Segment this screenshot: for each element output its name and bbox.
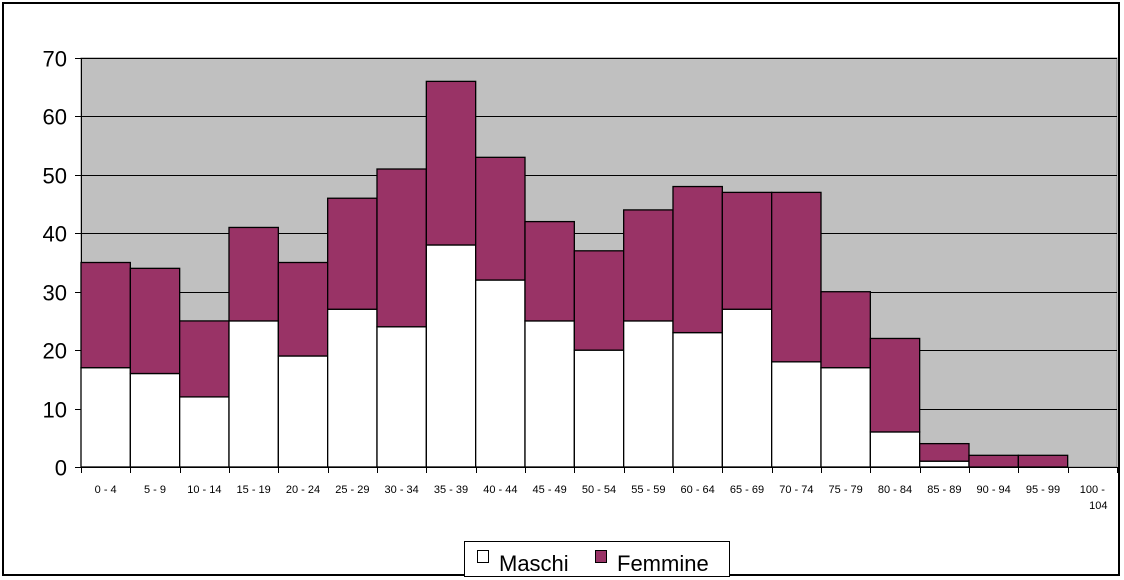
bar-femmine bbox=[820, 291, 871, 369]
chart-legend: Maschi Femmine bbox=[464, 541, 730, 577]
bar-femmine bbox=[425, 80, 477, 246]
y-tick-label: 40 bbox=[43, 222, 67, 247]
bar-femmine bbox=[376, 168, 427, 328]
x-tick-label: 15 - 19 bbox=[237, 484, 271, 496]
x-tick-label: 65 - 69 bbox=[730, 484, 764, 496]
bar-femmine bbox=[968, 454, 1019, 468]
bar-maschi bbox=[228, 320, 279, 468]
legend-swatch-maschi bbox=[477, 550, 489, 563]
bar-maschi bbox=[820, 367, 871, 468]
bar-maschi bbox=[573, 349, 625, 468]
y-tick-label: 10 bbox=[43, 398, 67, 423]
y-tick-label: 50 bbox=[43, 164, 67, 189]
bar-maschi bbox=[869, 431, 921, 468]
bar-femmine bbox=[1017, 454, 1069, 468]
y-tick-label: 70 bbox=[43, 47, 67, 72]
legend-label-maschi: Maschi bbox=[499, 551, 569, 576]
bar-femmine bbox=[573, 250, 625, 351]
bar-femmine bbox=[80, 261, 131, 369]
bar-maschi bbox=[919, 460, 970, 468]
x-tick-label: 50 - 54 bbox=[582, 484, 616, 496]
x-tick-label: 55 - 59 bbox=[631, 484, 665, 496]
bar-femmine bbox=[327, 197, 378, 310]
x-tick-label: 5 - 9 bbox=[144, 484, 166, 496]
x-tick-label: 30 - 34 bbox=[385, 484, 419, 496]
bar-maschi bbox=[524, 320, 575, 468]
bar-maschi bbox=[475, 279, 526, 468]
bar-femmine bbox=[475, 156, 526, 281]
y-tick-label: 60 bbox=[43, 105, 67, 130]
bar-femmine bbox=[179, 320, 230, 398]
bar-maschi bbox=[425, 244, 477, 468]
bar-maschi bbox=[623, 320, 674, 468]
bar-femmine bbox=[623, 209, 674, 322]
x-tick-label: 35 - 39 bbox=[434, 484, 468, 496]
x-tick-label: 0 - 4 bbox=[95, 484, 117, 496]
y-tick-label: 0 bbox=[55, 456, 67, 481]
x-tick-label-cont: 104 bbox=[1089, 500, 1107, 512]
y-tick-label: 20 bbox=[43, 339, 67, 364]
x-tick-label: 85 - 89 bbox=[927, 484, 961, 496]
legend-label-femmine: Femmine bbox=[617, 551, 709, 576]
legend-swatch-femmine bbox=[595, 550, 607, 563]
y-tick-label: 30 bbox=[43, 281, 67, 306]
x-tick-label: 10 - 14 bbox=[187, 484, 221, 496]
bar-femmine bbox=[228, 226, 279, 322]
x-tick-label: 90 - 94 bbox=[977, 484, 1011, 496]
bar-maschi bbox=[721, 308, 773, 468]
bar-femmine bbox=[869, 337, 921, 433]
bar-femmine bbox=[524, 220, 575, 322]
x-tick-label: 95 - 99 bbox=[1026, 484, 1060, 496]
bar-maschi bbox=[376, 326, 427, 468]
x-tick-label: 75 - 79 bbox=[829, 484, 863, 496]
bar-maschi bbox=[179, 396, 230, 468]
x-tick-label: 20 - 24 bbox=[286, 484, 320, 496]
bar-femmine bbox=[721, 191, 773, 310]
bar-maschi bbox=[277, 355, 329, 468]
bar-femmine bbox=[277, 261, 329, 357]
bar-femmine bbox=[672, 185, 723, 334]
bar-femmine bbox=[919, 442, 970, 462]
x-tick-label: 70 - 74 bbox=[779, 484, 813, 496]
bar-femmine bbox=[771, 191, 822, 363]
bar-maschi bbox=[129, 372, 181, 468]
bar-maschi bbox=[672, 331, 723, 468]
bar-maschi bbox=[771, 361, 822, 468]
x-tick-label: 40 - 44 bbox=[483, 484, 517, 496]
bar-femmine bbox=[129, 267, 181, 375]
x-tick-label: 25 - 29 bbox=[335, 484, 369, 496]
bar-maschi bbox=[80, 367, 131, 468]
x-tick-label: 100 - bbox=[1080, 484, 1105, 496]
bar-maschi bbox=[327, 308, 378, 468]
x-tick-label: 60 - 64 bbox=[681, 484, 715, 496]
x-tick-label: 80 - 84 bbox=[878, 484, 912, 496]
x-tick-label: 45 - 49 bbox=[533, 484, 567, 496]
